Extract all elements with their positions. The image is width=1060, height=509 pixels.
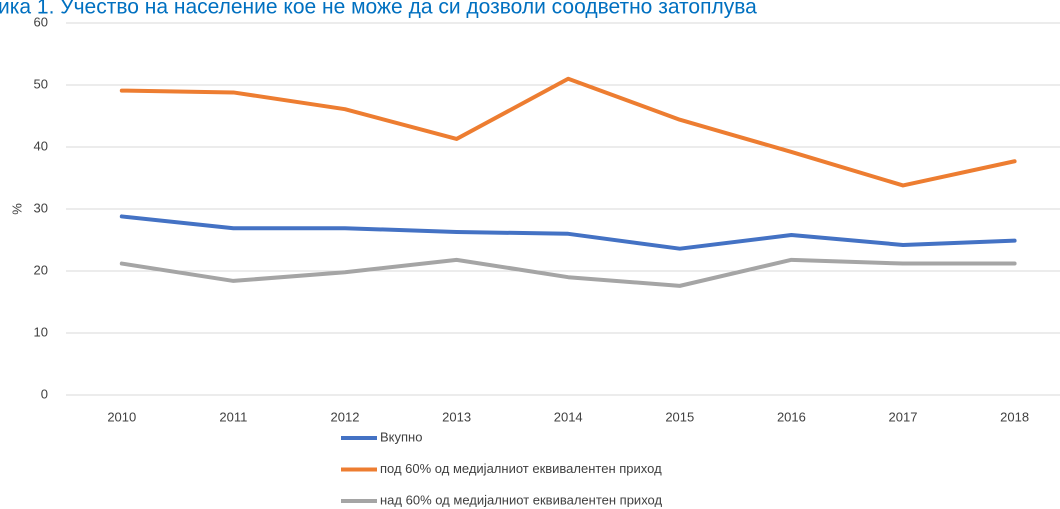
x-tick-label: 2014 (554, 409, 583, 424)
y-tick-label: 50 (34, 76, 48, 91)
x-tick-label: 2015 (665, 409, 694, 424)
chart-title: ика 1. Учество на население кое не може … (0, 0, 757, 19)
x-tick-label: 2018 (1000, 409, 1029, 424)
x-tick-label: 2011 (219, 409, 247, 424)
series-line (119, 214, 1017, 251)
x-tick-label: 2016 (777, 409, 806, 424)
y-tick-label: 0 (41, 386, 48, 401)
y-tick-label: 60 (34, 14, 48, 29)
x-tick-label: 2012 (331, 409, 360, 424)
x-tick-label: 2017 (889, 409, 918, 424)
y-tick-label: 40 (34, 138, 48, 153)
legend-label: Вкупно (380, 429, 422, 444)
x-tick-label: 2010 (107, 409, 136, 424)
y-tick-label: 10 (34, 324, 48, 339)
y-tick-label: 20 (34, 262, 48, 277)
x-tick-label: 2013 (442, 409, 471, 424)
series-line (119, 257, 1017, 288)
legend-label: под 60% од медијалниот еквивалентен прих… (380, 461, 662, 476)
series-line (119, 76, 1017, 188)
y-axis-label: % (9, 203, 24, 215)
y-tick-label: 30 (34, 200, 48, 215)
legend-label: над 60% од медијалниот еквивалентен прих… (380, 492, 662, 507)
